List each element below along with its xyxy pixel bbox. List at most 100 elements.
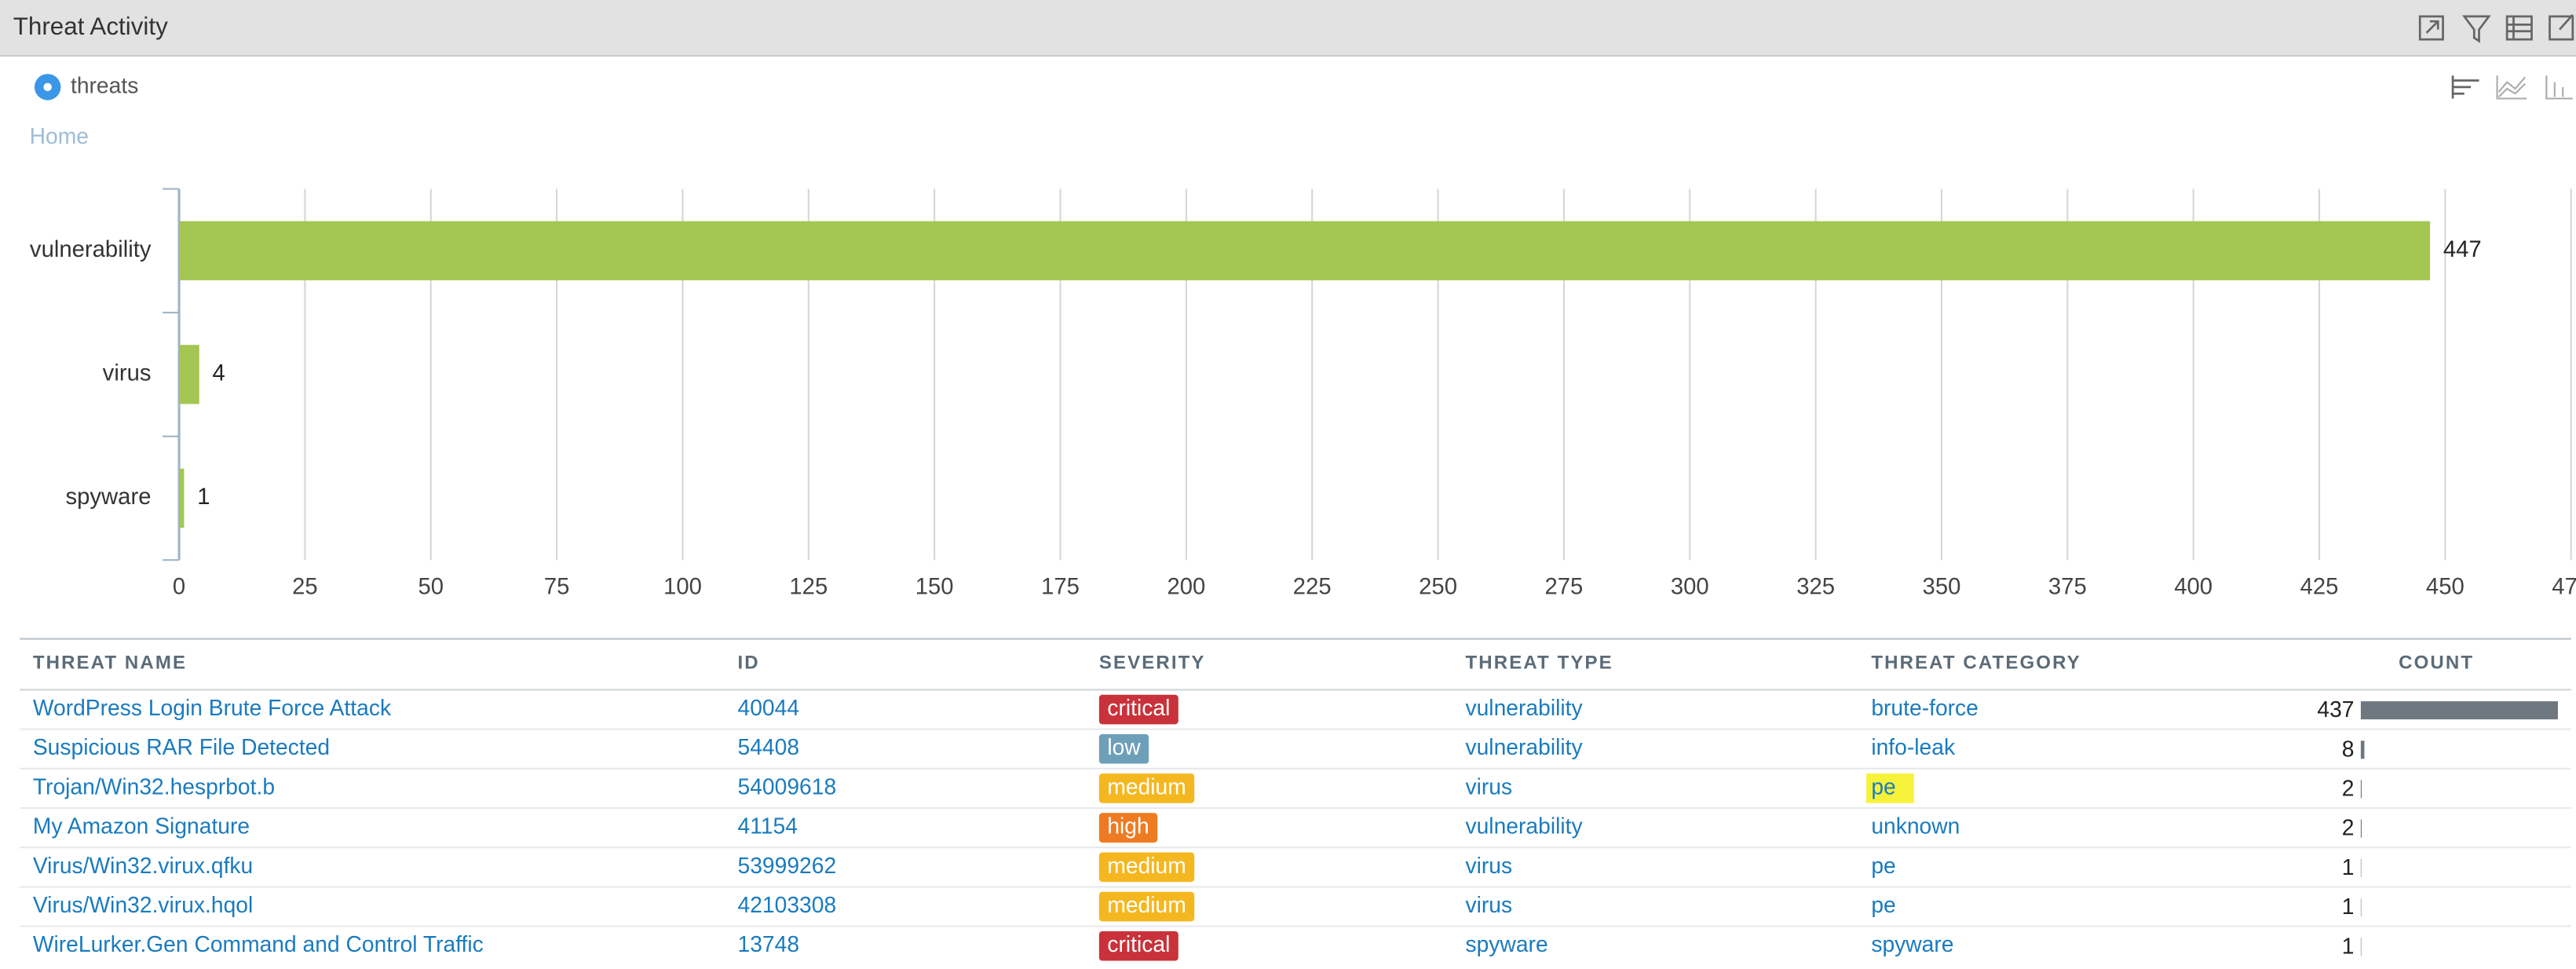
severity-label: medium xyxy=(1107,773,1186,799)
x-tick-label: 250 xyxy=(1419,574,1457,600)
severity-badge xyxy=(1098,931,1178,961)
severity-badge xyxy=(1098,852,1195,883)
column-header[interactable]: THREAT CATEGORY xyxy=(1871,652,2081,673)
x-tick-label: 175 xyxy=(1041,574,1080,600)
x-tick-label: 125 xyxy=(789,574,828,600)
value-label: 447 xyxy=(2443,236,2482,262)
cell-link[interactable]: unknown xyxy=(1871,814,1960,839)
count: 1 xyxy=(2342,854,2355,879)
count: 437 xyxy=(2317,697,2354,722)
count-bar xyxy=(2360,780,2362,799)
cell-link[interactable]: 13748 xyxy=(738,931,800,956)
x-tick-label: 75 xyxy=(544,574,570,600)
line-view-icon[interactable] xyxy=(2496,75,2527,100)
cell-link[interactable]: brute-force xyxy=(1871,695,1979,720)
x-tick-label: 350 xyxy=(1923,574,1961,600)
severity-badge xyxy=(1098,694,1178,725)
panel-header xyxy=(0,0,2576,57)
export-icon[interactable] xyxy=(2549,13,2574,41)
count-bar xyxy=(2360,740,2365,759)
count-bar xyxy=(2360,898,2362,917)
count: 8 xyxy=(2342,736,2355,761)
radio-threats[interactable]: threats xyxy=(34,72,138,101)
x-tick-label: 450 xyxy=(2426,574,2465,600)
severity-badge xyxy=(1098,891,1195,922)
bar xyxy=(179,345,199,404)
cell-link[interactable]: My Amazon Signature xyxy=(33,814,250,839)
cell-link[interactable]: vulnerability xyxy=(1465,814,1583,839)
severity-label: medium xyxy=(1107,892,1186,917)
table-icon[interactable] xyxy=(2505,15,2533,41)
bar xyxy=(179,468,185,528)
count: 1 xyxy=(2342,894,2355,919)
count: 2 xyxy=(2342,775,2355,800)
cell-link[interactable]: WireLurker.Gen Command and Control Traff… xyxy=(33,931,484,956)
cell-link[interactable]: pe xyxy=(1871,773,1895,799)
cell-link[interactable]: 40044 xyxy=(738,695,800,720)
cell-link[interactable]: Virus/Win32.virux.hqol xyxy=(33,892,253,917)
cell-link[interactable]: spyware xyxy=(1871,931,1953,956)
cell-link[interactable]: 53999262 xyxy=(738,853,837,878)
x-tick-label: 150 xyxy=(915,574,954,600)
severity-label: critical xyxy=(1107,931,1170,956)
cell-link[interactable]: virus xyxy=(1465,853,1512,878)
x-tick-label: 50 xyxy=(418,574,444,600)
threat-table: THREAT NAME ID SEVERITY THREAT TYPE THREAT C… xyxy=(20,652,2571,961)
count: 2 xyxy=(2342,815,2355,840)
cell-link[interactable]: 54408 xyxy=(738,734,800,759)
search-highlight xyxy=(1866,773,1914,803)
column-header[interactable]: THREAT NAME xyxy=(33,652,187,673)
cell-link[interactable]: Suspicious RAR File Detected xyxy=(33,734,330,759)
x-tick-label: 425 xyxy=(2300,574,2339,600)
cell-link[interactable]: 41154 xyxy=(738,814,798,839)
count-bar xyxy=(2360,858,2362,877)
cell-link[interactable]: info-leak xyxy=(1871,734,1956,759)
x-tick-label: 475 xyxy=(2552,574,2576,600)
x-tick-label: 0 xyxy=(173,574,185,600)
cell-link[interactable]: vulnerability xyxy=(1465,734,1583,759)
cell-link[interactable]: vulnerability xyxy=(1465,695,1583,720)
breadcrumb[interactable]: Home xyxy=(30,123,89,148)
severity-label: medium xyxy=(1107,853,1186,878)
y-tick-label: vulnerability xyxy=(30,236,152,262)
cell-link[interactable]: 42103308 xyxy=(738,892,837,917)
column-header[interactable]: SEVERITY xyxy=(1099,652,1206,673)
value-label: 4 xyxy=(212,360,225,386)
popout-icon[interactable] xyxy=(2418,15,2444,41)
bar xyxy=(179,221,2431,280)
chart: 0 25 50 75 100 125 150 175 200 225 250 275 300 325 350… xyxy=(30,188,2576,600)
radio-label[interactable]: threats xyxy=(71,72,138,97)
count-bar xyxy=(2360,701,2558,720)
value-label: 1 xyxy=(197,484,210,510)
panel-title: Threat Activity xyxy=(13,13,168,40)
column-view-icon[interactable] xyxy=(2545,75,2573,100)
cell-link[interactable]: virus xyxy=(1465,773,1512,799)
column-header[interactable]: THREAT TYPE xyxy=(1465,652,1613,673)
severity-badge xyxy=(1098,813,1158,843)
cell-link[interactable]: pe xyxy=(1871,853,1895,878)
column-header[interactable]: ID xyxy=(738,652,760,673)
count-bar xyxy=(2360,938,2362,956)
severity-label: low xyxy=(1107,734,1141,759)
cell-link[interactable]: virus xyxy=(1465,892,1512,917)
cell-link[interactable]: WordPress Login Brute Force Attack xyxy=(33,695,392,720)
cell-link[interactable]: Virus/Win32.virux.qfku xyxy=(33,853,253,878)
severity-badge xyxy=(1098,733,1149,764)
column-header[interactable]: COUNT xyxy=(2399,652,2474,673)
cell-link[interactable]: 54009618 xyxy=(738,773,837,799)
y-tick-label: spyware xyxy=(65,484,151,510)
x-tick-label: 275 xyxy=(1544,574,1583,600)
cell-link[interactable]: spyware xyxy=(1465,931,1547,956)
x-tick-label: 300 xyxy=(1671,574,1709,600)
x-tick-label: 100 xyxy=(663,574,702,600)
cell-link[interactable]: pe xyxy=(1871,892,1895,917)
x-tick-label: 200 xyxy=(1167,574,1205,600)
y-tick-label: virus xyxy=(103,360,152,386)
severity-label: critical xyxy=(1107,695,1170,720)
count: 1 xyxy=(2342,933,2355,958)
cell-link[interactable]: Trojan/Win32.hesprbot.b xyxy=(33,773,275,799)
filter-icon[interactable] xyxy=(2461,15,2491,43)
bar-view-icon[interactable] xyxy=(2451,75,2479,99)
